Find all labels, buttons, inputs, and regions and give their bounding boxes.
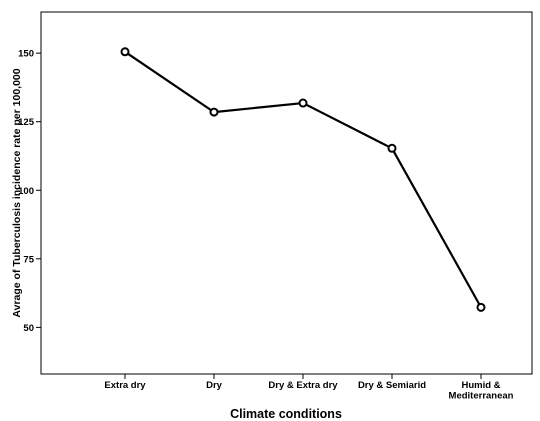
- x-tick-label-line: Humid &: [461, 380, 500, 391]
- data-point: [120, 47, 130, 57]
- y-tick-label: 100: [18, 186, 34, 197]
- y-axis-title: Avrage of Tuberculosis incidence rate pe…: [11, 68, 23, 317]
- y-tick-label: 150: [18, 49, 34, 60]
- plot-area: [40, 11, 533, 375]
- data-point: [387, 143, 397, 153]
- data-points: [120, 47, 486, 312]
- y-axis: 50 75 100 125 150: [18, 49, 41, 334]
- x-tick-label: Dry: [206, 380, 223, 391]
- x-axis: Extra dry Dry Dry & Extra dry Dry & Semiari…: [104, 374, 514, 402]
- y-tick-label: 50: [23, 323, 34, 334]
- x-tick-label-line: Dry & Semiarid: [358, 380, 426, 391]
- x-tick-label-line: Extra dry: [104, 380, 146, 391]
- x-tick-label-line: Dry: [206, 380, 223, 391]
- x-tick-label-line: Mediterranean: [449, 391, 514, 402]
- x-tick-label: Humid & Mediterranean: [449, 380, 514, 402]
- x-tick-label: Dry & Extra dry: [268, 380, 338, 391]
- x-tick-label: Extra dry: [104, 380, 146, 391]
- data-point: [476, 302, 486, 312]
- y-tick-label: 125: [18, 117, 35, 128]
- data-point: [209, 107, 219, 117]
- x-tick-label: Dry & Semiarid: [358, 380, 426, 391]
- x-axis-title: Climate conditions: [230, 407, 342, 421]
- y-tick-label: 75: [23, 254, 34, 265]
- x-tick-label-line: Dry & Extra dry: [268, 380, 338, 391]
- data-point: [298, 98, 308, 108]
